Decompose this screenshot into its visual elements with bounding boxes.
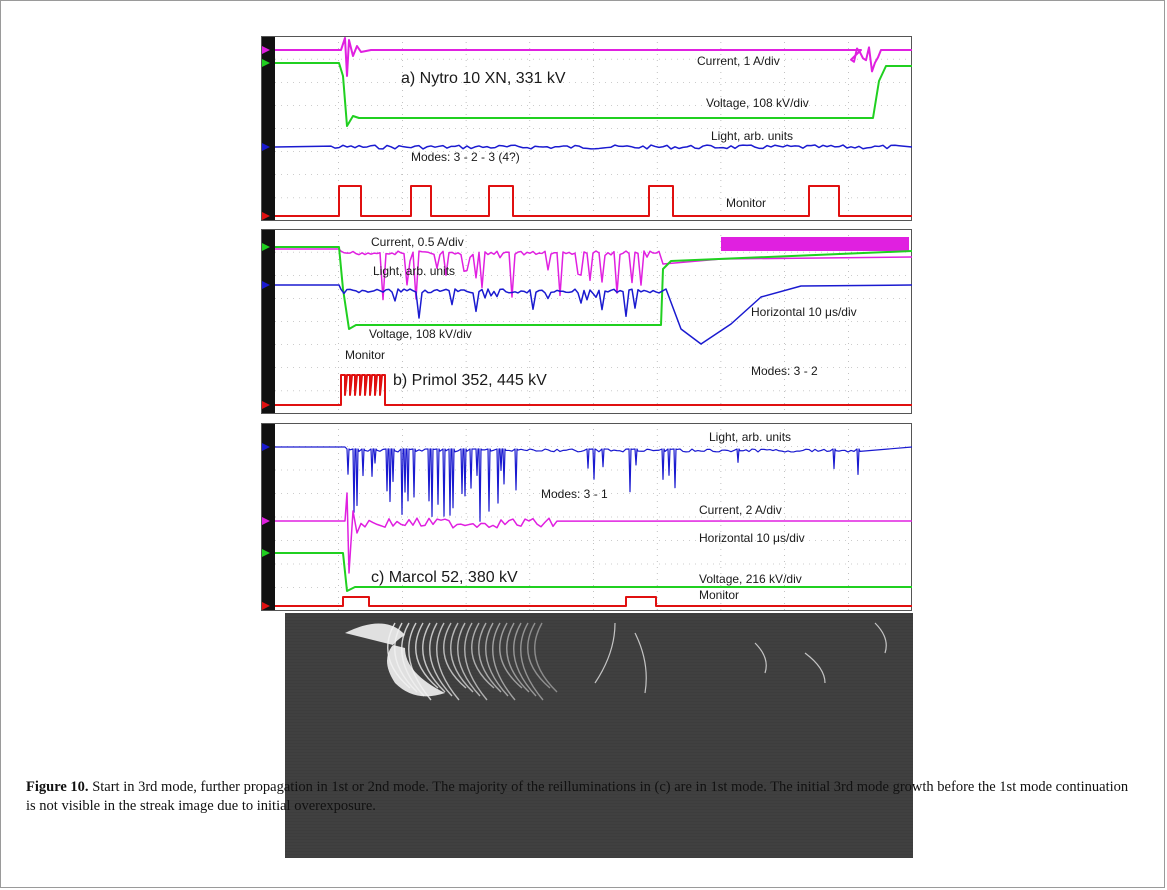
streak-filament (499, 622, 523, 689)
oscilloscope-panel-b: Current, 0.5 A/div Light, arb. units Vol… (261, 229, 912, 414)
streak-filament (450, 622, 474, 693)
panel-b-monitor-trace (275, 374, 912, 406)
streak-filament (387, 622, 411, 689)
panel-c-current-label: Current, 2 A/div (699, 503, 782, 517)
streak-filament (422, 622, 446, 693)
panel-b-title: b) Primol 352, 445 kV (393, 372, 547, 389)
panel-b-current-label: Current, 0.5 A/div (371, 235, 464, 249)
streak-filament (457, 622, 481, 697)
panel-a-modes-label: Modes: 3 - 2 - 3 (4?) (411, 150, 520, 164)
streak-reillumination (874, 622, 887, 654)
panel-a-voltage-marker (262, 59, 270, 67)
streak-filament (520, 622, 544, 701)
panel-c-light-trace (275, 446, 912, 522)
panel-b-monitor-marker (262, 401, 270, 409)
panel-c-voltage-trace (275, 552, 912, 592)
panel-c-light-marker (262, 443, 270, 451)
oscilloscope-panel-a: a) Nytro 10 XN, 331 kV Current, 1 A/div … (261, 36, 912, 221)
streak-reillumination (634, 632, 647, 694)
streak-reillumination (594, 622, 616, 684)
streak-filament (429, 622, 453, 697)
panel-c-monitor-marker (262, 602, 270, 610)
panel-a-traces (261, 36, 912, 221)
panel-a-current-trace (275, 37, 912, 77)
streak-filament (401, 622, 425, 697)
panel-a-title: a) Nytro 10 XN, 331 kV (401, 70, 566, 87)
panel-b-light-marker (262, 281, 270, 289)
panel-a-light-marker (262, 143, 270, 151)
panel-b-voltage-trace (275, 246, 912, 330)
panel-c-monitor-label: Monitor (699, 588, 740, 602)
streak-image (285, 613, 913, 858)
streak-reillumination (754, 642, 767, 674)
panel-b-modes-label: Modes: 3 - 2 (751, 364, 818, 378)
panel-a-monitor-marker (262, 212, 270, 220)
panel-a-voltage-label: Voltage, 108 kV/div (706, 96, 809, 110)
panel-a-light-label: Light, arb. units (711, 129, 794, 143)
panel-a-current-label: Current, 1 A/div (697, 54, 780, 68)
streak-filament (506, 622, 530, 693)
panel-a-monitor-trace (275, 185, 912, 217)
panel-c-voltage-label: Voltage, 216 kV/div (699, 572, 802, 586)
panel-b-status-bar (721, 237, 909, 251)
panel-a-light-trace (274, 144, 912, 150)
streak-filament (436, 622, 460, 701)
streak-filament (485, 622, 509, 697)
streak-filament (443, 622, 467, 689)
streak-filament (478, 622, 502, 693)
panel-b-light-trace (275, 284, 912, 345)
panel-a-current-marker (262, 46, 270, 54)
figure-caption: Figure 10. Start in 3rd mode, further pr… (26, 778, 1141, 816)
panel-c-current-marker (262, 517, 270, 525)
streak-filament (471, 622, 495, 689)
panel-b-light-label: Light, arb. units (373, 264, 456, 278)
panel-c-light-label: Light, arb. units (709, 430, 792, 444)
panel-b-grid (261, 229, 912, 414)
streak-filament (534, 622, 558, 693)
panel-b-voltage-label: Voltage, 108 kV/div (369, 327, 472, 341)
panel-c-monitor-trace (275, 596, 912, 607)
panel-a-grid (261, 36, 912, 221)
panel-a-monitor-label: Monitor (726, 196, 767, 210)
figure-caption-text: Start in 3rd mode, further propagation i… (26, 779, 1129, 814)
streak-reillumination (804, 652, 826, 684)
streak-filament (527, 622, 551, 689)
figure-number: Figure 10. (26, 779, 89, 795)
streak-overexposed-region (345, 623, 445, 697)
panel-c-modes-label: Modes: 3 - 1 (541, 487, 608, 501)
panel-c-traces (261, 423, 912, 611)
panel-c-title: c) Marcol 52, 380 kV (371, 569, 518, 586)
oscilloscope-panel-c: Light, arb. units Modes: 3 - 1 Current, … (261, 423, 912, 611)
streak-image-graphic (285, 613, 913, 857)
panel-b-monitor-label: Monitor (345, 348, 386, 362)
streak-filament (408, 622, 432, 701)
streak-filament (464, 622, 488, 701)
panel-c-current-trace (275, 492, 912, 574)
panel-b-voltage-marker (262, 243, 270, 251)
streak-filament (492, 622, 516, 701)
panel-b-current-trace (275, 248, 912, 301)
streak-filament (513, 622, 537, 697)
panel-b-horizontal-label: Horizontal 10 μs/div (751, 305, 857, 319)
streak-filament (394, 622, 418, 693)
panel-c-voltage-marker (262, 549, 270, 557)
panel-c-horizontal-label: Horizontal 10 μs/div (699, 531, 805, 545)
panel-b-traces (261, 229, 912, 414)
panel-a-voltage-trace (275, 62, 912, 127)
streak-filament (415, 622, 439, 689)
